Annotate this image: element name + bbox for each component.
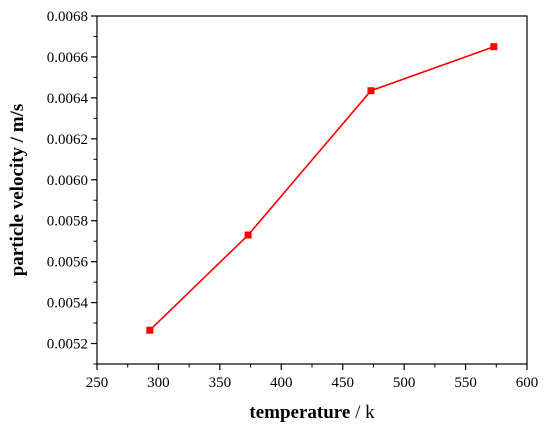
x-tick-label: 300	[147, 375, 170, 391]
y-tick-label: 0.0052	[47, 337, 88, 353]
series-layer	[146, 43, 498, 334]
y-tick-label: 0.0062	[47, 132, 88, 148]
data-point	[146, 326, 154, 334]
y-tick-label: 0.0060	[47, 173, 88, 189]
x-tick-label: 450	[331, 375, 354, 391]
data-point	[490, 43, 498, 51]
y-axis-title-unit: / m/s	[7, 104, 28, 147]
y-tick-label: 0.0056	[47, 255, 89, 271]
y-tick-label: 0.0066	[47, 50, 89, 66]
x-axis-title-main: temperature	[249, 402, 350, 423]
y-axis-title-main: particle velocity	[7, 147, 28, 277]
x-tick-label: 250	[86, 375, 109, 391]
x-axis-title-unit: / k	[350, 402, 375, 423]
x-tick-label: 400	[270, 375, 293, 391]
y-tick-label: 0.0058	[47, 214, 88, 230]
y-tick-label: 0.0054	[47, 296, 89, 312]
y-tick-label: 0.0068	[47, 9, 88, 25]
y-tick-label: 0.0064	[47, 91, 89, 107]
data-point	[367, 87, 375, 95]
data-point	[244, 231, 252, 239]
x-axis: 250 300 350 400 450 500 550 600	[86, 364, 539, 391]
x-tick-label: 600	[516, 375, 539, 391]
x-tick-label: 350	[209, 375, 232, 391]
series-line	[149, 45, 495, 331]
y-axis: 0.0052 0.0054 0.0056 0.0058 0.0060 0.0062 0.00…	[47, 9, 97, 365]
x-tick-label: 500	[393, 375, 416, 391]
x-tick-label: 550	[454, 375, 477, 391]
plot-area: 250 300 350 400 450 500 550 600 0.00520.00540.0…	[47, 9, 539, 391]
plot-frame	[96, 15, 528, 365]
x-axis-title: temperature / k	[249, 402, 375, 423]
y-axis-title: particle velocity / m/s	[7, 104, 28, 277]
